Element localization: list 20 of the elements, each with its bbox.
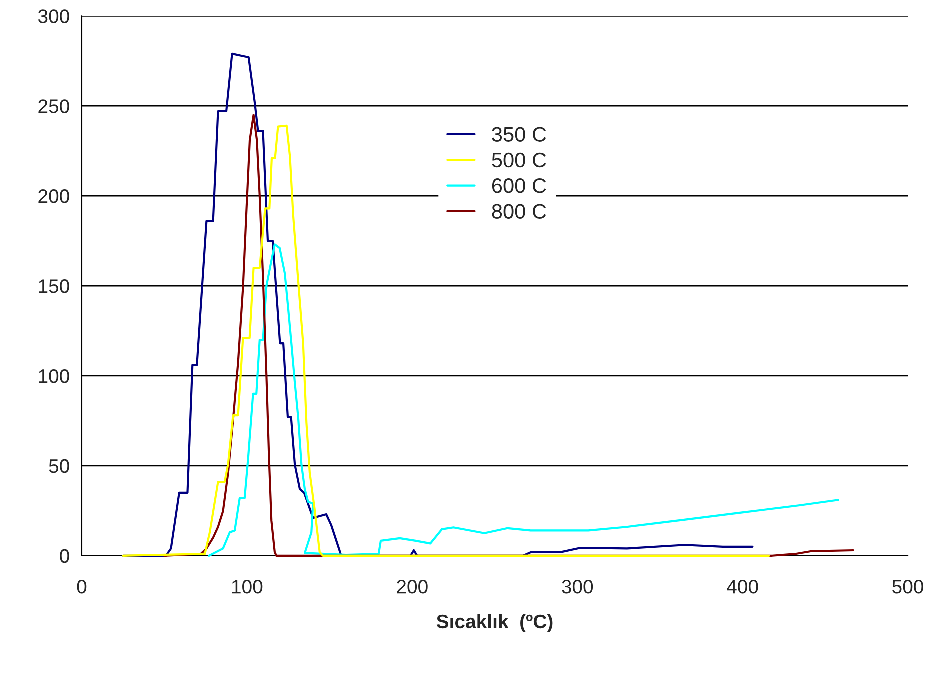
y-tick-label: 50 [49, 459, 70, 474]
y-tick-label: 250 [38, 100, 70, 114]
y-tick-label: 300 [38, 10, 70, 24]
legend-label: 500 C [492, 152, 546, 168]
line-series [122, 124, 770, 557]
x-tick-label: 100 [232, 580, 263, 594]
x-tick-label: 500 [892, 580, 924, 594]
x-axis-title: Sıcaklık (ºC) [436, 614, 553, 632]
legend-label: 350 C [492, 127, 546, 142]
y-tick-label: 100 [39, 369, 70, 384]
y-tick-label: 150 [39, 279, 70, 294]
line-series [208, 244, 840, 557]
legend-label: 800 C [492, 204, 546, 219]
x-tick-label: 300 [562, 580, 594, 594]
y-tick-label: 0 [60, 549, 70, 564]
y-tick-label: 200 [38, 190, 70, 204]
x-tick-label: 0 [77, 580, 87, 594]
legend-label: 600 C [492, 178, 546, 194]
x-tick-label: 400 [727, 580, 758, 594]
x-tick-label: 200 [397, 580, 428, 594]
